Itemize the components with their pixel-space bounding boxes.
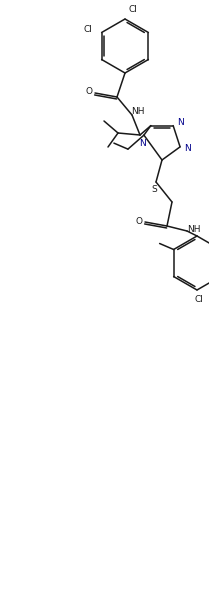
Text: O: O bbox=[85, 87, 93, 97]
Text: S: S bbox=[151, 185, 157, 194]
Text: Cl: Cl bbox=[83, 25, 92, 34]
Text: NH: NH bbox=[187, 225, 201, 235]
Text: N: N bbox=[177, 118, 184, 127]
Text: N: N bbox=[140, 139, 146, 148]
Text: Cl: Cl bbox=[129, 5, 138, 15]
Text: O: O bbox=[135, 218, 143, 227]
Text: NH: NH bbox=[131, 106, 145, 115]
Text: N: N bbox=[184, 144, 190, 153]
Text: Cl: Cl bbox=[195, 296, 203, 304]
